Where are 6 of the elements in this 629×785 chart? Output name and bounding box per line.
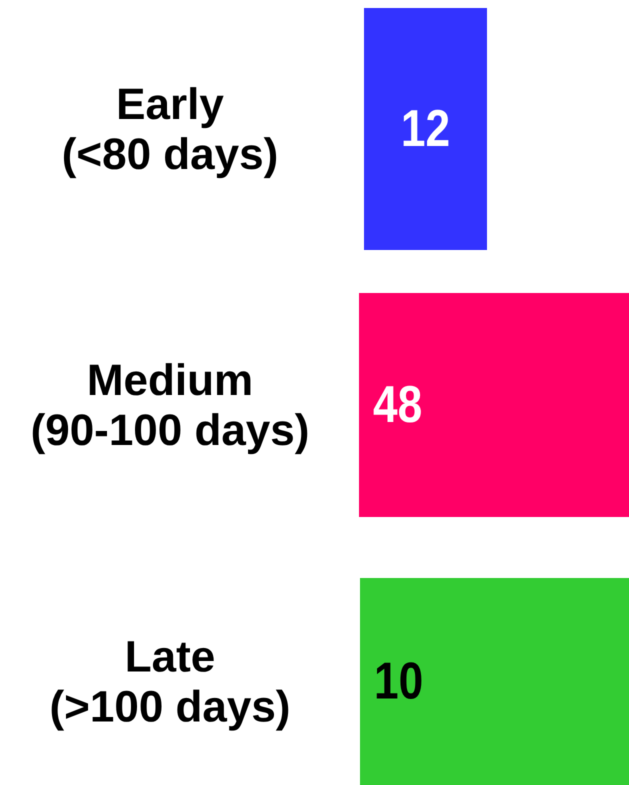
data-label: 10 (374, 652, 424, 711)
data-label: 48 (373, 376, 422, 434)
category-label: Early (<80 days) (62, 80, 278, 178)
category-label: Late (>100 days) (50, 632, 290, 731)
data-label: 12 (400, 100, 450, 158)
category-label: Medium (90-100 days) (30, 356, 310, 454)
